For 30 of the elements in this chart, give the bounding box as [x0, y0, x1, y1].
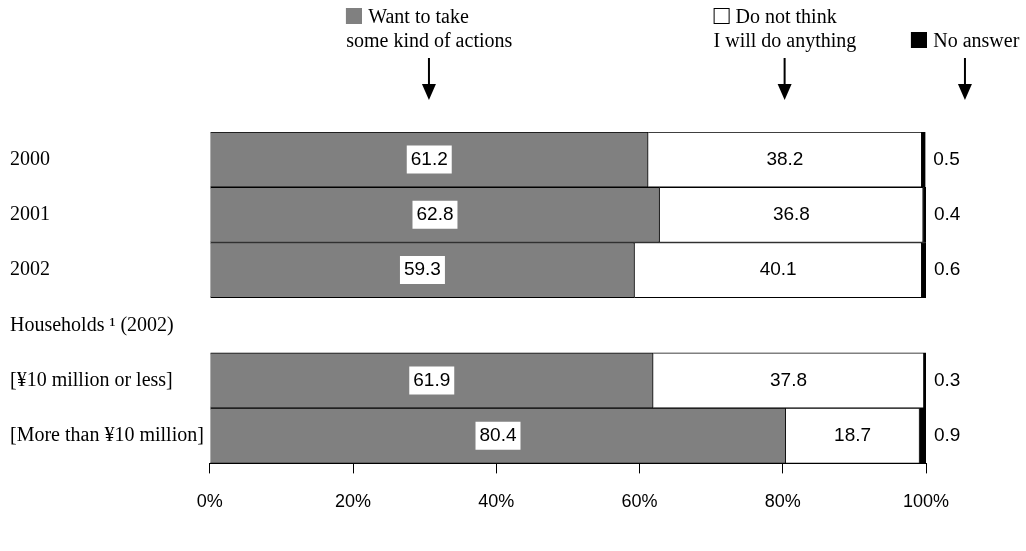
legend-label: No answer: [932, 28, 1020, 52]
data-label: 40.1: [759, 258, 797, 280]
x-tick-label: 100%: [902, 491, 950, 512]
y-tick-label: [¥10 million or less]: [10, 367, 173, 390]
data-label: 0.6: [934, 258, 961, 280]
legend-label: Want to take some kind of actions: [346, 4, 513, 52]
data-label: 59.3: [403, 258, 441, 280]
data-label: 0.4: [934, 203, 961, 225]
data-label: 80.4: [479, 424, 517, 446]
data-label: 18.7: [834, 424, 872, 446]
data-label: 36.8: [772, 203, 810, 225]
y-tick-label: 2000: [10, 146, 50, 169]
data-label: 61.2: [410, 147, 448, 169]
x-tick-label: 60%: [621, 491, 658, 512]
y-tick-label: [More than ¥10 million]: [10, 423, 204, 446]
data-label: 0.9: [934, 424, 961, 446]
data-label: 37.8: [770, 368, 807, 390]
x-tick-label: 0%: [196, 491, 223, 512]
x-tick-label: 20%: [335, 491, 372, 512]
y-tick-label: 2002: [10, 257, 50, 280]
data-label: 62.8: [416, 203, 454, 225]
data-label: 0.5: [933, 147, 960, 169]
x-tick-label: 40%: [478, 491, 515, 512]
legend-label: Do not think I will do anything: [713, 4, 857, 52]
y-tick-label: Households ¹ (2002): [10, 312, 174, 336]
data-label: 38.2: [766, 147, 804, 169]
data-label: 0.3: [934, 368, 961, 390]
y-tick-label: 2001: [10, 202, 50, 225]
x-tick-label: 80%: [764, 491, 801, 512]
data-label: 61.9: [413, 368, 451, 390]
